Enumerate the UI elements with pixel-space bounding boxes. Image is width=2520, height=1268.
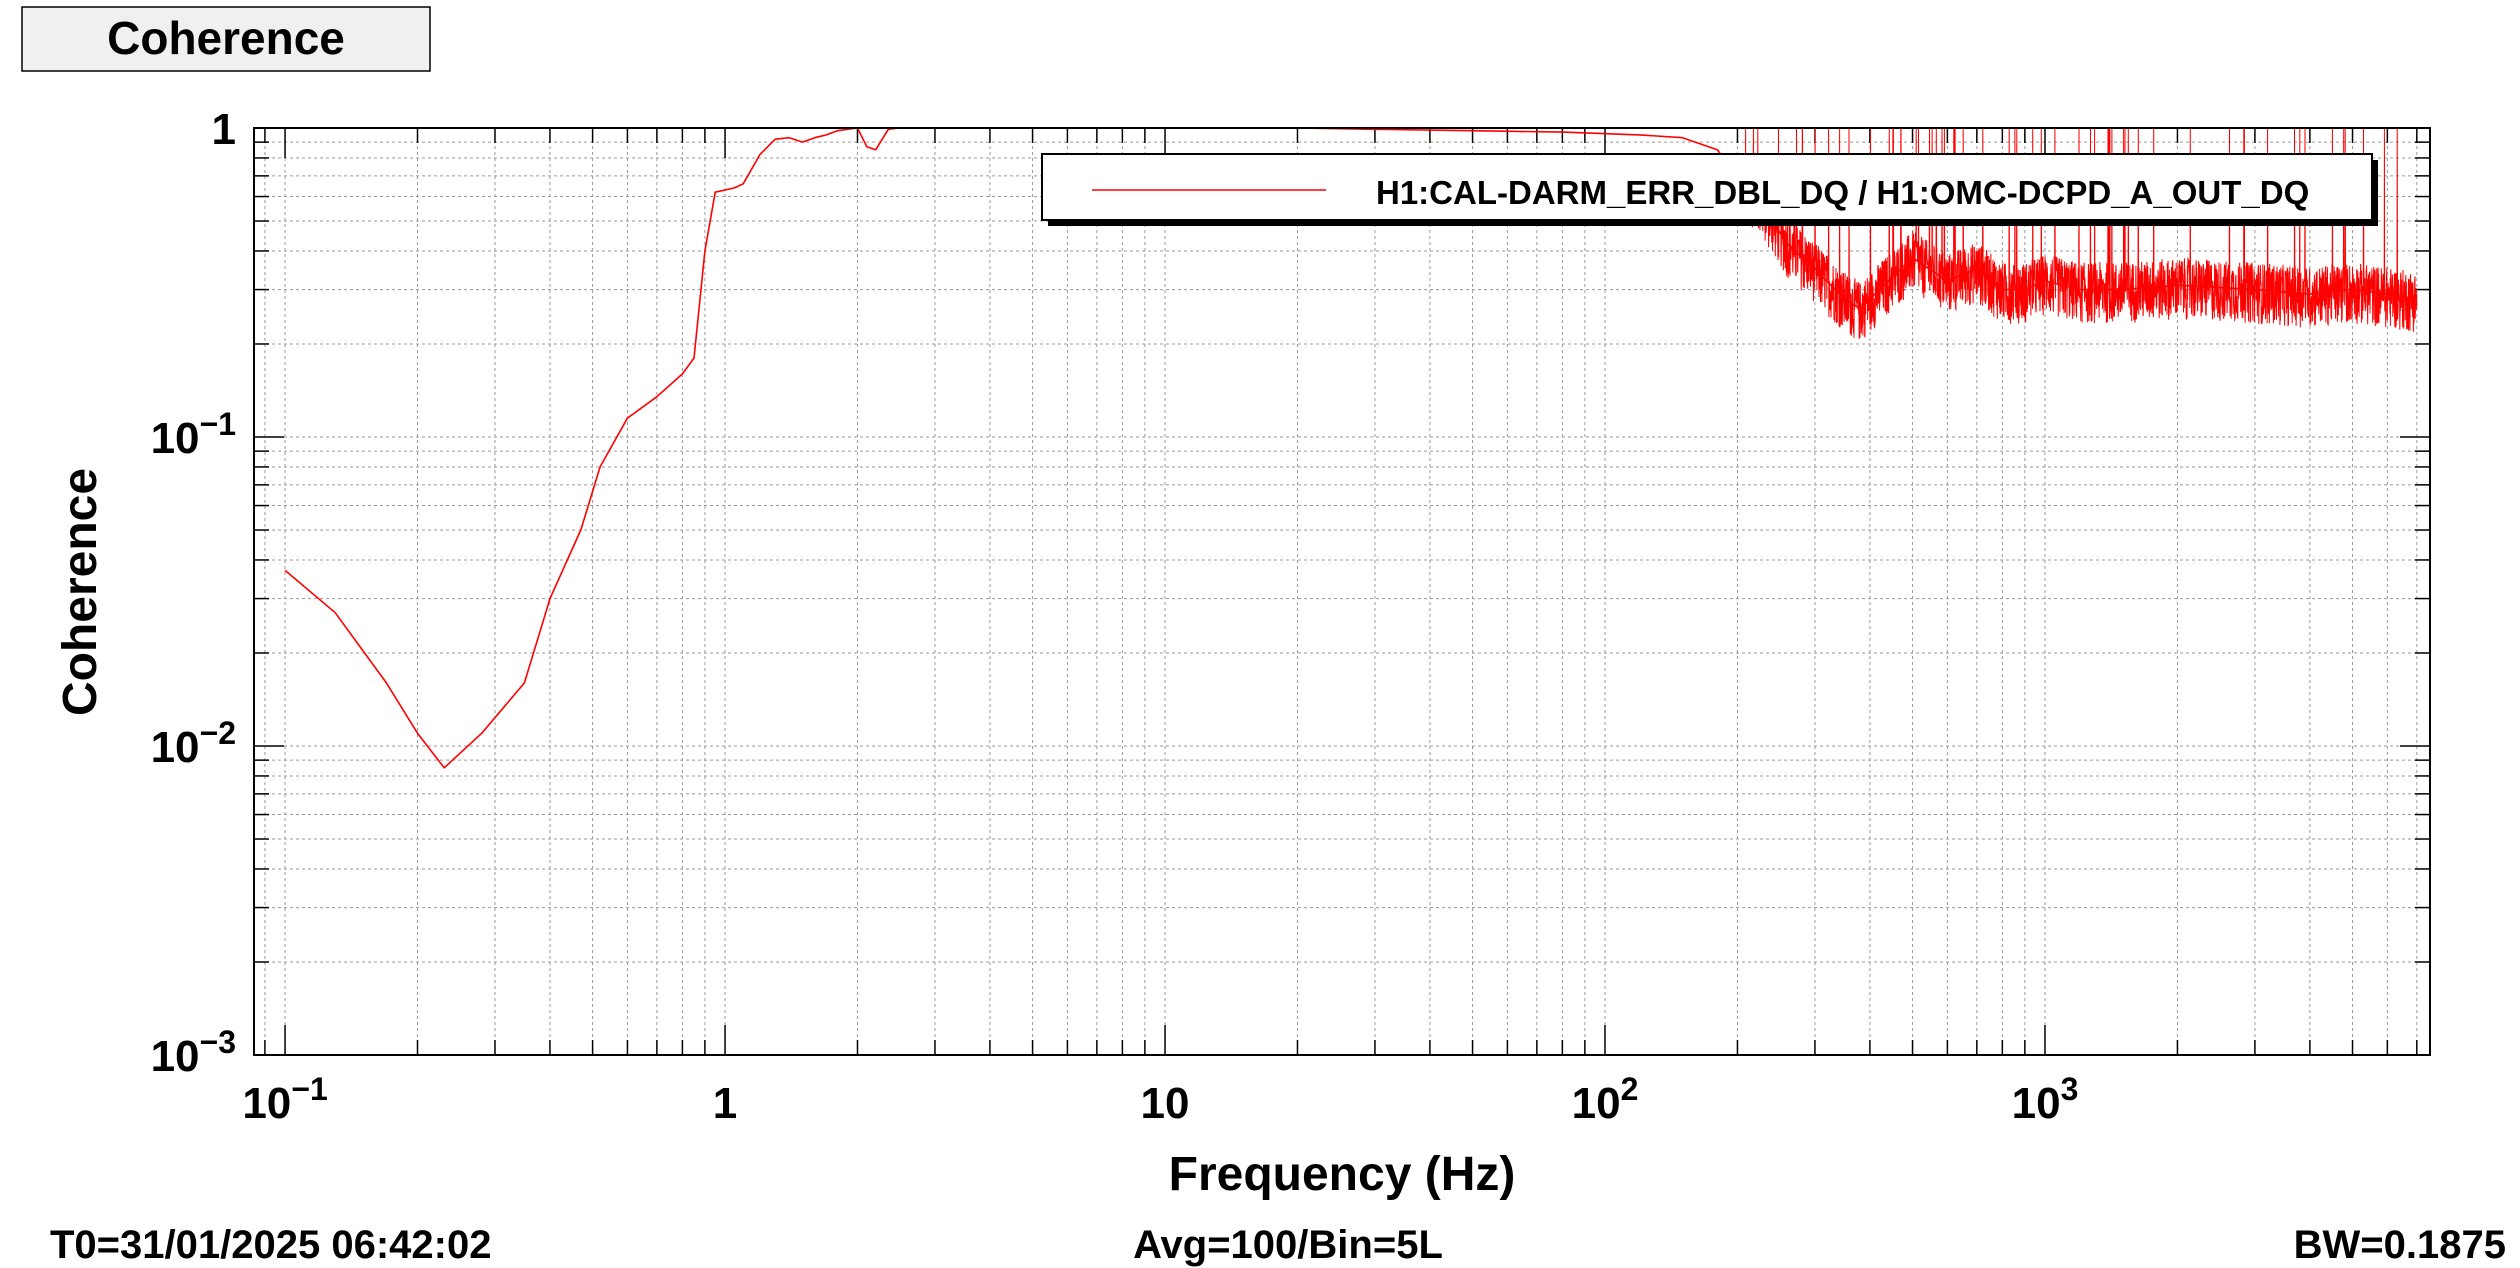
title-box-label: Coherence	[107, 12, 345, 64]
legend: H1:CAL-DARM_ERR_DBL_DQ / H1:OMC-DCPD_A_O…	[1041, 153, 2378, 226]
y-tick-labels: 1 10−1 10−2 10−3	[151, 105, 236, 1081]
footer-bw: BW=0.1875	[2294, 1223, 2506, 1267]
x-tick-label: 10	[1141, 1079, 1190, 1128]
x-tick-label: 10−1	[242, 1071, 327, 1128]
x-tick-label: 103	[2012, 1071, 2079, 1128]
footer-t0: T0=31/01/2025 06:42:02	[50, 1223, 491, 1267]
x-axis-label: Frequency (Hz)	[1169, 1148, 1516, 1201]
legend-box	[1041, 153, 2373, 221]
y-tick-label: 10−1	[151, 406, 236, 463]
plot-border	[253, 127, 2431, 1056]
series-noise-line	[1737, 127, 2418, 339]
y-tick-label: 10−2	[151, 715, 236, 772]
y-axis-label: Coherence	[54, 468, 107, 716]
y-tick-label: 10−3	[151, 1024, 236, 1081]
plot-frame	[254, 128, 2430, 1055]
title-box: Coherence	[21, 6, 431, 72]
x-tick-label: 102	[1572, 1071, 1639, 1128]
x-tick-label: 1	[713, 1079, 737, 1128]
tick-marks	[254, 128, 2430, 1056]
legend-entry: H1:CAL-DARM_ERR_DBL_DQ / H1:OMC-DCPD_A_O…	[1376, 174, 2309, 211]
x-tick-labels: 10−1 1 10 102 103	[242, 1071, 2078, 1128]
y-tick-label: 1	[212, 105, 236, 154]
footer-avg: Avg=100/Bin=5L	[1133, 1223, 1443, 1267]
series-noise-band	[1737, 127, 2418, 339]
